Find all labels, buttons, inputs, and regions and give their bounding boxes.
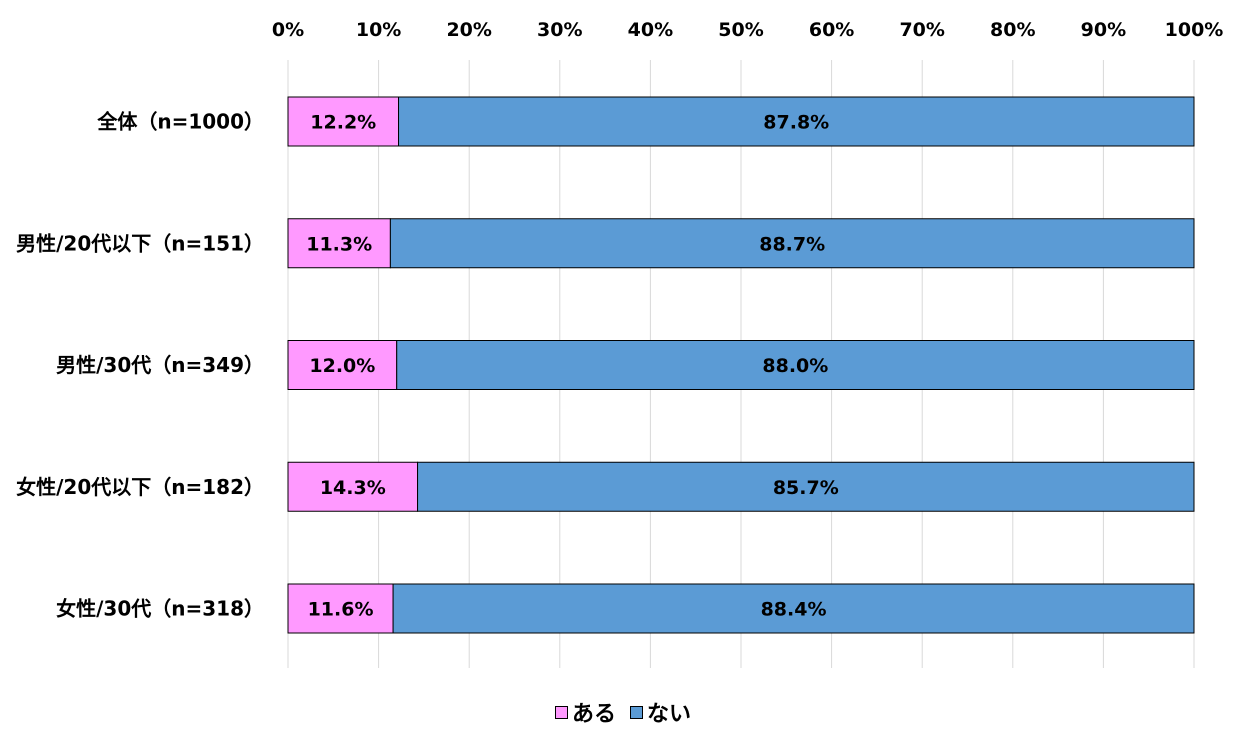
x-tick-label: 50% <box>718 19 763 41</box>
data-label: 11.6% <box>308 599 374 621</box>
bar-segment-aru <box>287 583 394 634</box>
legend-label-aru: ある <box>571 702 616 727</box>
legend-swatch-nai <box>630 705 643 719</box>
x-axis-tick-labels: 0% 10% 20% 30% 40% 50% 60% 70% 80% 90% 100% <box>272 19 1223 41</box>
data-label: 14.3% <box>320 477 386 499</box>
x-tick-label: 30% <box>537 19 582 41</box>
x-tick-label: 10% <box>356 19 401 41</box>
data-label: 12.2% <box>310 112 376 134</box>
bar-segment-nai <box>396 340 1195 390</box>
legend-label-nai: ない <box>647 702 692 727</box>
legend-item-nai: ない <box>630 696 691 728</box>
x-tick-label: 80% <box>990 19 1035 41</box>
data-label: 88.4% <box>761 599 827 621</box>
data-label: 88.7% <box>759 233 825 255</box>
category-label: 男性/20代以下（n=151） <box>16 231 264 255</box>
bar-segment-aru <box>287 96 400 147</box>
x-tick-label: 60% <box>809 19 854 41</box>
data-label: 87.8% <box>763 112 829 134</box>
y-axis-category-labels: 全体（n=1000） 男性/20代以下（n=151） 男性/30代（n=349） 女性… <box>16 110 264 621</box>
bar-segment-aru <box>287 340 398 390</box>
x-tick-label: 20% <box>446 19 491 41</box>
category-label: 全体（n=1000） <box>96 110 264 134</box>
bar-segment-aru <box>287 461 419 512</box>
data-labels: 12.2% 87.8% 11.3% 88.7% 12.0% 88.0% 14.3% 85.7%… <box>306 112 839 621</box>
bar-segment-nai <box>398 96 1195 147</box>
x-tick-label: 90% <box>1081 19 1126 41</box>
chart-canvas: 0% 10% 20% 30% 40% 50% 60% 70% 80% 90% 100% 全体（n=1… <box>16 19 1223 668</box>
x-tick-label: 70% <box>899 19 944 41</box>
bar-segments <box>287 96 1195 634</box>
x-tick-label: 40% <box>628 19 673 41</box>
bar-segment-nai <box>392 583 1195 634</box>
x-tick-label: 100% <box>1165 19 1224 41</box>
data-label: 11.3% <box>306 233 372 255</box>
category-label: 女性/20代以下（n=182） <box>16 475 264 499</box>
bar-segment-nai <box>417 461 1195 512</box>
data-label: 88.0% <box>762 355 828 377</box>
category-label: 女性/30代（n=318） <box>56 597 264 621</box>
bar-segment-nai <box>389 218 1195 269</box>
data-label: 85.7% <box>773 477 839 499</box>
legend-item-aru: ある <box>554 696 616 728</box>
data-label: 12.0% <box>309 355 375 377</box>
legend: ある ない <box>0 697 1246 727</box>
x-tick-label: 0% <box>272 19 304 41</box>
category-label: 男性/30代（n=349） <box>56 353 264 377</box>
legend-swatch-aru <box>554 705 568 719</box>
